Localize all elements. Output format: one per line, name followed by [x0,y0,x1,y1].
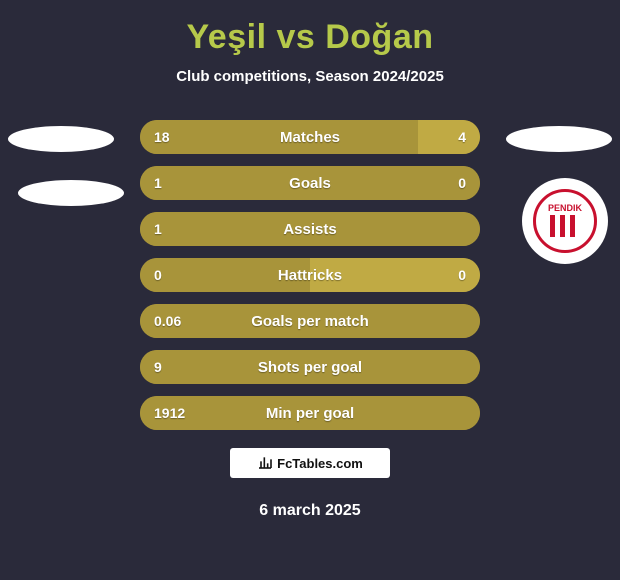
page-title: Yeşil vs Doğan [0,18,620,57]
stat-value-right: 0 [458,267,466,283]
date-label: 6 march 2025 [0,502,620,520]
player-left-shape-1 [8,126,114,152]
club-badge-stripes [550,215,580,237]
stat-value-left: 0 [154,267,162,283]
player-left-shape-2 [18,180,124,206]
stat-row: Matches18 4 [140,120,480,154]
club-badge-right: PENDIK [522,178,608,264]
stat-row: Min per goal1912 [140,396,480,430]
stat-row: Assists1 [140,212,480,246]
stat-value-right: 4 [458,129,466,145]
player-right-shape-1 [506,126,612,152]
stat-value-left: 9 [154,359,162,375]
club-badge-text: PENDIK [548,203,582,213]
stat-value-right: 0 [458,175,466,191]
brand-badge: FcTables.com [230,448,390,478]
brand-text: FcTables.com [277,456,363,471]
stat-value-left: 1 [154,175,162,191]
chart-icon [257,454,273,473]
stat-label: Shots per goal [140,359,480,376]
stat-value-left: 0.06 [154,313,181,329]
stat-label: Min per goal [140,405,480,422]
stat-row: Goals per match0.06 [140,304,480,338]
stat-label: Goals [140,175,480,192]
stat-bars: Matches184Goals10Assists1Hattricks00Goal… [140,120,480,442]
club-badge-inner: PENDIK [533,189,597,253]
stat-value-left: 1912 [154,405,185,421]
stat-label: Assists [140,221,480,238]
stat-value-left: 18 [154,129,170,145]
stat-label: Matches [140,129,480,146]
stat-label: Goals per match [140,313,480,330]
stat-value-left: 1 [154,221,162,237]
stat-row: Shots per goal9 [140,350,480,384]
stat-label: Hattricks [140,267,480,284]
stat-row: Goals1 0 [140,166,480,200]
page-subtitle: Club competitions, Season 2024/2025 [0,68,620,85]
stat-row: Hattricks0 0 [140,258,480,292]
